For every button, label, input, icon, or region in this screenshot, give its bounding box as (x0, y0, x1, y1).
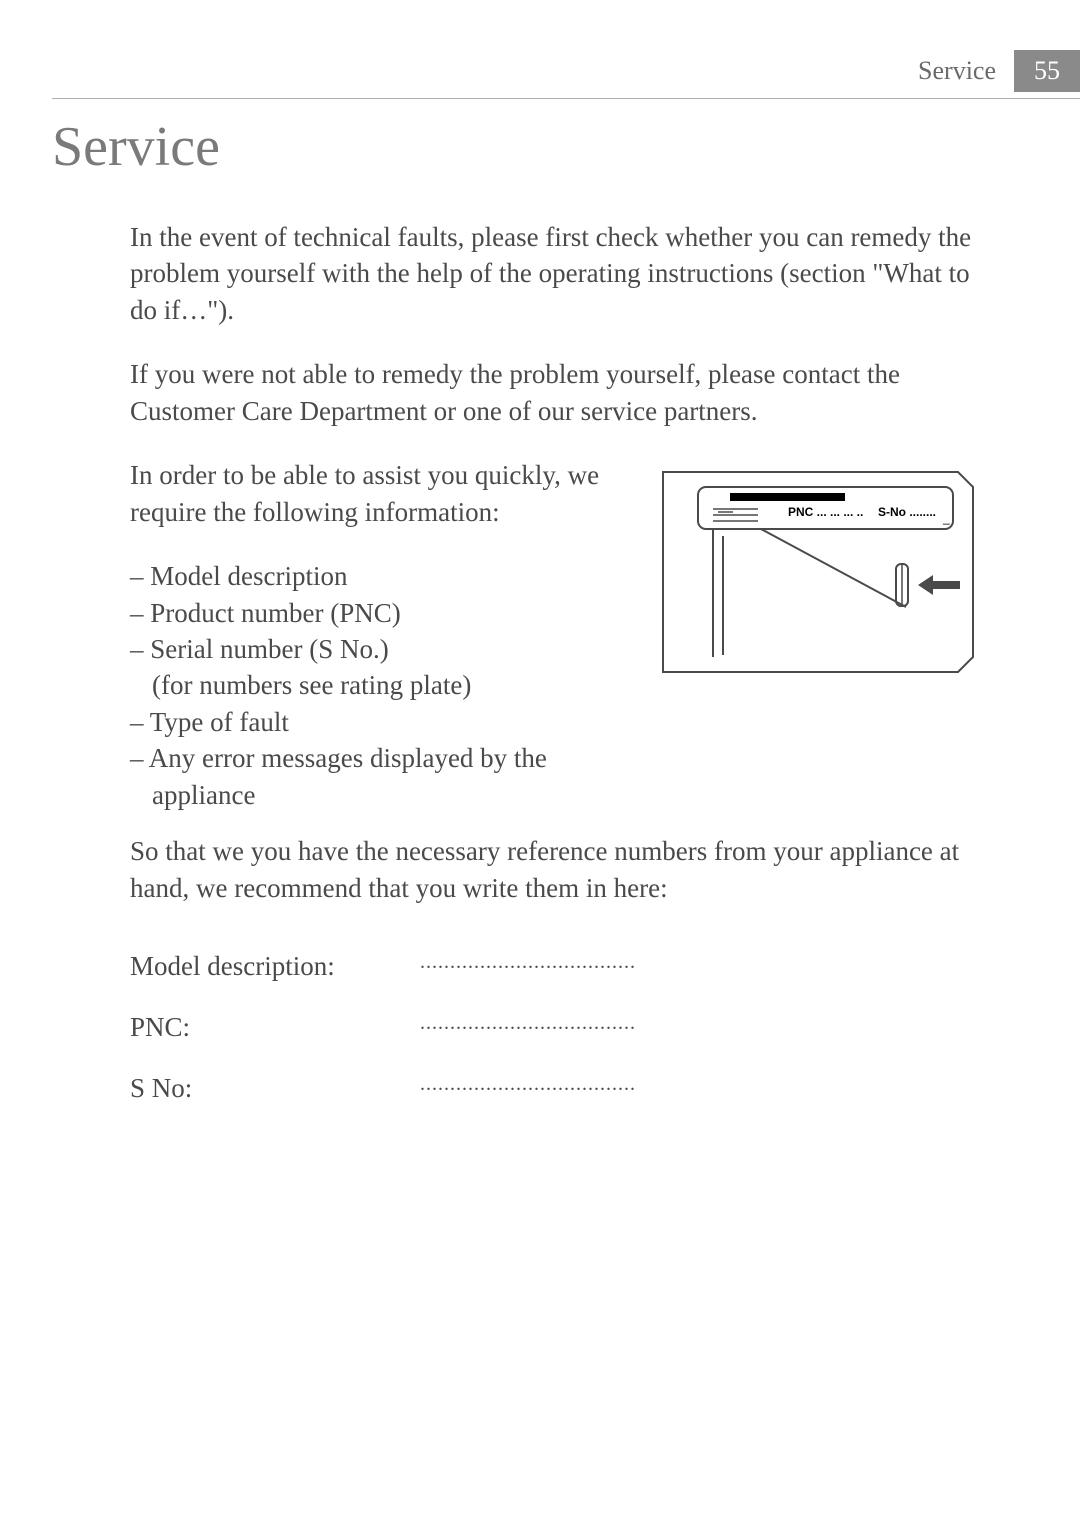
paragraph-1: In the event of technical faults, please… (130, 219, 978, 328)
header-label: Service (918, 56, 996, 86)
form-row-sno: S No: ..................................… (130, 1073, 978, 1104)
oven-diagram-icon: PNC ... ... ... .. S-No ........ _ (658, 457, 978, 687)
form-label-model: Model description: (130, 951, 420, 982)
header-rule (52, 98, 1080, 99)
list-item: Type of fault (130, 704, 638, 740)
info-section: In order to be able to assist you quickl… (130, 457, 978, 813)
form-label-sno: S No: (130, 1073, 420, 1104)
form-label-pnc: PNC: (130, 1012, 420, 1043)
form-dots: .................................... (420, 951, 636, 982)
info-list-2: Type of fault Any error messages display… (130, 704, 638, 813)
list-item: Model description (130, 558, 638, 594)
info-intro: In order to be able to assist you quickl… (130, 457, 638, 530)
list-item: Serial number (S No.) (130, 631, 638, 667)
info-list: Model description Product number (PNC) S… (130, 558, 638, 667)
list-item: Product number (PNC) (130, 595, 638, 631)
list-item-sub: (for numbers see rating plate) (130, 667, 638, 703)
info-left-column: In order to be able to assist you quickl… (130, 457, 638, 813)
svg-text:_: _ (942, 511, 950, 525)
rating-plate-figure: PNC ... ... ... .. S-No ........ _ (658, 457, 978, 687)
page-number: 55 (1014, 50, 1080, 92)
form-dots: .................................... (420, 1012, 636, 1043)
page-title: Service (52, 115, 978, 179)
form-dots: .................................... (420, 1073, 636, 1104)
reference-text: So that we you have the necessary refere… (130, 833, 978, 906)
list-item: Any error messages displayed by the appl… (130, 740, 638, 813)
page-header: Service 55 (918, 50, 1080, 92)
form-row-pnc: PNC: ...................................… (130, 1012, 978, 1043)
content-area: Service In the event of technical faults… (52, 115, 978, 1134)
paragraph-2: If you were not able to remedy the probl… (130, 356, 978, 429)
form-row-model: Model description: .....................… (130, 951, 978, 982)
svg-text:S-No ........: S-No ........ (878, 505, 936, 519)
svg-text:PNC ... ... ... ..: PNC ... ... ... .. (788, 505, 863, 519)
